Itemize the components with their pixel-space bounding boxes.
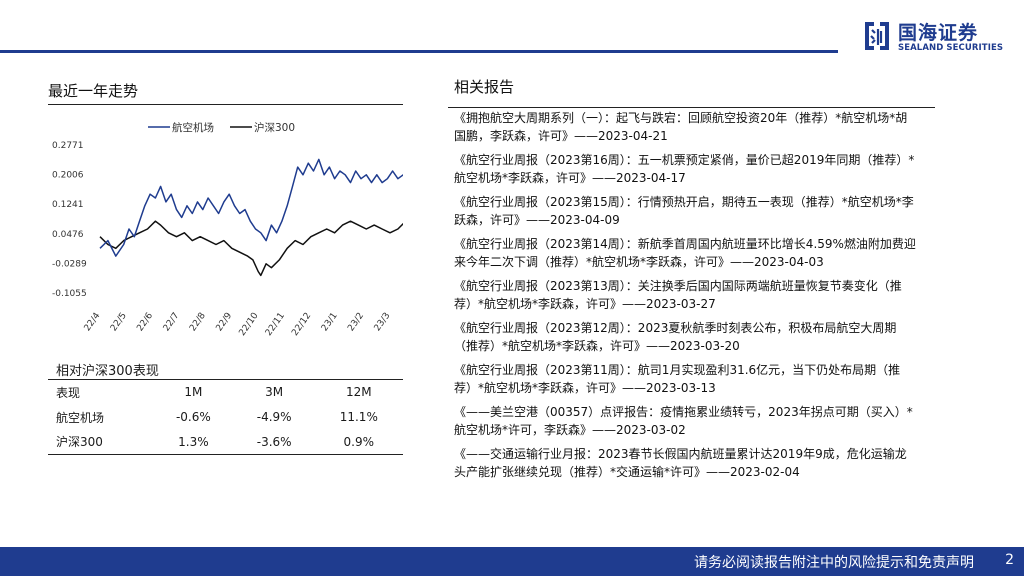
series-line [99, 220, 403, 277]
y-tick-label: -0.1055 [52, 289, 87, 299]
y-tick-label: 0.2771 [52, 141, 84, 151]
report-link[interactable]: 《拥抱航空大周期系列（一）：起飞与跌宕：回顾航空投资20年（推荐）*航空机场*胡… [454, 111, 908, 143]
x-tick-label: 22/5 [109, 311, 129, 333]
x-tick-label: 22/6 [135, 311, 155, 334]
legend-label: 沪深300 [254, 121, 295, 134]
footer-bar: 请务必阅读报告附注中的风险提示和免责声明 2 [0, 547, 1024, 576]
chart-y-axis: 0.2771 0.2006 0.1241 0.0476 -0.0289 -0.1055 [52, 141, 87, 299]
related-reports-list: 《拥抱航空大周期系列（一）：起飞与跌宕：回顾航空投资20年（推荐）*航空机场*胡… [448, 110, 928, 488]
chart-plot-area [99, 158, 403, 277]
table-cell: 1.3% [153, 429, 234, 455]
report-link[interactable]: 《航空行业周报（2023第14周）：新航季首周国内航班量环比增长4.59%燃油附… [454, 237, 916, 269]
header-cell: 12M [314, 379, 403, 405]
legend-label: 航空机场 [172, 121, 214, 134]
performance-title: 相对沪深300表现 [56, 364, 159, 379]
table-cell: 0.9% [314, 429, 403, 455]
performance-header-row: 表现 1M 3M 12M [48, 379, 403, 405]
report-link[interactable]: 《航空行业周报（2023第16周）：五一机票预定紧俏，量价已超2019年同期（推… [454, 153, 915, 185]
report-link[interactable]: 《航空行业周报（2023第15周）：行情预热开启，期待五一表现（推荐）*航空机场… [454, 195, 914, 227]
brand-logo: 国海证券 SEALAND SECURITIES [862, 20, 1007, 60]
table-cell: -4.9% [256, 410, 292, 424]
trend-section-title: 最近一年走势 [48, 82, 139, 100]
table-row: 航空机场 -0.6% -4.9% 11.1% [48, 405, 403, 430]
header-rule [0, 50, 838, 53]
table-cell: -3.6% [233, 429, 315, 455]
x-tick-label: 22/4 [83, 311, 103, 334]
series-line [99, 158, 403, 257]
table-cell: -0.6% [175, 410, 211, 424]
report-link[interactable]: 《——交通运输行业月报：2023春节长假国内航班量累计达2019年9成，危化运输… [454, 447, 907, 479]
x-tick-label: 22/12 [290, 311, 313, 338]
header-cell: 1M [153, 379, 234, 405]
x-tick-label: 22/8 [188, 311, 208, 334]
y-tick-label: 0.2006 [52, 171, 84, 181]
report-link[interactable]: 《航空行业周报（2023第12周）：2023夏秋航季时刻表公布，积极布局航空大周… [454, 321, 897, 353]
trend-section-rule [48, 104, 403, 105]
y-tick-label: 0.1241 [52, 200, 84, 210]
performance-table: 表现 1M 3M 12M 航空机场 -0.6% -4.9% 11.1% 沪深30… [48, 379, 403, 455]
header-cell: 3M [233, 379, 315, 405]
brand-name-en: SEALAND SECURITIES [898, 43, 1004, 53]
y-tick-label: 0.0476 [52, 230, 84, 240]
x-tick-label: 22/11 [264, 311, 287, 338]
report-link[interactable]: 《——美兰空港（00357）点评报告：疫情拖累业绩转亏，2023年拐点可期（买入… [454, 405, 913, 437]
brand-name-cn: 国海证券 [898, 22, 979, 44]
trend-line-chart: 航空机场 沪深300 0.2771 0.2006 0.1241 0.0476 -0.028… [52, 121, 403, 338]
chart-x-axis: 22/4 22/5 22/6 22/7 22/8 22/9 22/10 22/11 22/12 2… [83, 311, 393, 338]
report-link[interactable]: 《航空行业周报（2023第11周）：航司1月实现盈利31.6亿元，当下仍处布局期… [454, 363, 901, 395]
x-tick-label: 23/2 [346, 311, 366, 333]
row-label: 航空机场 [56, 410, 105, 425]
sealand-logo-icon [865, 22, 889, 50]
footer-disclaimer: 请务必阅读报告附注中的风险提示和免责声明 [694, 555, 974, 571]
x-tick-label: 23/3 [373, 311, 393, 333]
report-link[interactable]: 《航空行业周报（2023第13周）：关注换季后国内国际两端航班量恢复节奏变化（推… [454, 279, 902, 311]
x-tick-label: 22/7 [162, 311, 182, 333]
x-tick-label: 22/10 [238, 311, 261, 338]
table-row: 沪深300 1.3% -3.6% 0.9% [48, 429, 403, 455]
header-cell: 表现 [48, 379, 153, 405]
table-cell: 11.1% [339, 410, 378, 424]
y-tick-label: -0.0289 [52, 259, 87, 269]
page-number: 2 [1005, 552, 1014, 568]
x-tick-label: 23/1 [320, 311, 340, 333]
reports-section-rule [448, 107, 935, 108]
reports-section-title: 相关报告 [454, 78, 515, 96]
chart-legend: 航空机场 沪深300 [148, 121, 295, 134]
row-label: 沪深300 [48, 429, 153, 455]
x-tick-label: 22/9 [214, 311, 234, 334]
